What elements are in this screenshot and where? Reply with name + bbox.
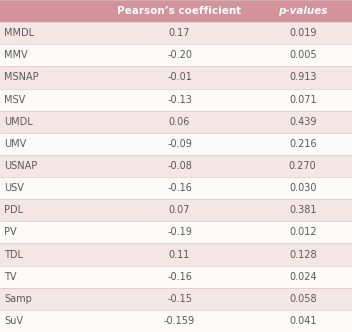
Bar: [106, 288, 253, 310]
Bar: [0, 22, 106, 44]
Text: PV: PV: [4, 227, 17, 237]
Bar: [0, 66, 106, 89]
Bar: [0, 199, 106, 221]
Text: -0.16: -0.16: [167, 183, 192, 193]
Bar: [253, 310, 352, 332]
Text: -0.20: -0.20: [167, 50, 192, 60]
Text: TDL: TDL: [4, 250, 23, 260]
Bar: [106, 44, 253, 66]
Text: -0.15: -0.15: [167, 294, 192, 304]
Text: 0.216: 0.216: [289, 139, 316, 149]
Text: 0.913: 0.913: [289, 72, 316, 82]
Text: 0.024: 0.024: [289, 272, 316, 282]
Text: 0.17: 0.17: [169, 28, 190, 38]
Bar: [0, 111, 106, 133]
Text: p-values: p-values: [278, 6, 327, 16]
Bar: [106, 66, 253, 89]
Bar: [106, 89, 253, 111]
Text: -0.08: -0.08: [167, 161, 192, 171]
Text: 0.439: 0.439: [289, 117, 316, 127]
Bar: [0, 155, 106, 177]
Bar: [253, 266, 352, 288]
Text: MSV: MSV: [4, 95, 25, 105]
Text: 0.381: 0.381: [289, 205, 316, 215]
Bar: [0, 89, 106, 111]
Bar: [0, 288, 106, 310]
Text: -0.13: -0.13: [167, 95, 192, 105]
Text: 0.030: 0.030: [289, 183, 316, 193]
Bar: [106, 266, 253, 288]
Text: 0.005: 0.005: [289, 50, 316, 60]
Text: MMV: MMV: [4, 50, 28, 60]
Text: -0.159: -0.159: [164, 316, 195, 326]
Bar: [253, 243, 352, 266]
Text: 0.11: 0.11: [169, 250, 190, 260]
Bar: [106, 111, 253, 133]
Bar: [0, 0, 106, 22]
Bar: [106, 243, 253, 266]
Text: 0.041: 0.041: [289, 316, 316, 326]
Bar: [253, 89, 352, 111]
Text: 0.07: 0.07: [169, 205, 190, 215]
Bar: [0, 243, 106, 266]
Bar: [253, 44, 352, 66]
Text: -0.09: -0.09: [167, 139, 192, 149]
Text: UMV: UMV: [4, 139, 26, 149]
Text: USNAP: USNAP: [4, 161, 37, 171]
Text: 0.128: 0.128: [289, 250, 316, 260]
Bar: [253, 221, 352, 243]
Bar: [106, 310, 253, 332]
Text: Pearson’s coefficient: Pearson’s coefficient: [118, 6, 241, 16]
Bar: [253, 22, 352, 44]
Text: 0.071: 0.071: [289, 95, 316, 105]
Text: TV: TV: [4, 272, 17, 282]
Bar: [106, 177, 253, 199]
Bar: [253, 199, 352, 221]
Bar: [253, 66, 352, 89]
Bar: [253, 0, 352, 22]
Text: UMDL: UMDL: [4, 117, 33, 127]
Text: SuV: SuV: [4, 316, 23, 326]
Text: 0.012: 0.012: [289, 227, 316, 237]
Bar: [0, 133, 106, 155]
Bar: [0, 177, 106, 199]
Bar: [106, 221, 253, 243]
Text: USV: USV: [4, 183, 24, 193]
Bar: [106, 155, 253, 177]
Text: -0.16: -0.16: [167, 272, 192, 282]
Bar: [106, 22, 253, 44]
Bar: [253, 288, 352, 310]
Text: 0.019: 0.019: [289, 28, 316, 38]
Bar: [106, 0, 253, 22]
Bar: [253, 133, 352, 155]
Bar: [106, 199, 253, 221]
Bar: [106, 133, 253, 155]
Bar: [253, 155, 352, 177]
Text: 0.270: 0.270: [289, 161, 316, 171]
Text: -0.19: -0.19: [167, 227, 192, 237]
Bar: [0, 310, 106, 332]
Text: 0.06: 0.06: [169, 117, 190, 127]
Text: PDL: PDL: [4, 205, 23, 215]
Bar: [253, 111, 352, 133]
Bar: [253, 177, 352, 199]
Text: -0.01: -0.01: [167, 72, 192, 82]
Bar: [0, 221, 106, 243]
Text: 0.058: 0.058: [289, 294, 316, 304]
Bar: [0, 266, 106, 288]
Text: Samp: Samp: [4, 294, 32, 304]
Bar: [0, 44, 106, 66]
Text: MMDL: MMDL: [4, 28, 34, 38]
Text: MSNAP: MSNAP: [4, 72, 39, 82]
